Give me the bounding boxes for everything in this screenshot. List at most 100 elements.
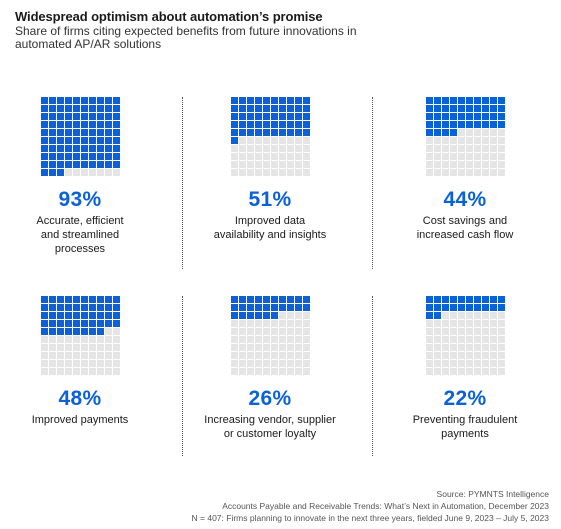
waffle-square-empty <box>238 336 246 343</box>
waffle-square-filled <box>112 137 120 144</box>
waffle-square-filled <box>40 105 48 112</box>
waffle-square-filled <box>96 137 104 144</box>
waffle-square-empty <box>441 336 449 343</box>
waffle-square-filled <box>80 129 88 136</box>
waffle-square-empty <box>72 368 80 375</box>
waffle-square-empty <box>473 129 481 136</box>
waffle-square-empty <box>40 336 48 343</box>
waffle-square-filled <box>270 105 278 112</box>
waffle-square-empty <box>238 137 246 144</box>
waffle-square-filled <box>497 296 505 303</box>
waffle-square-filled <box>425 121 433 128</box>
waffle-square-filled <box>433 296 441 303</box>
waffle-square-empty <box>104 169 112 176</box>
waffle-square-empty <box>465 360 473 367</box>
waffle-square-filled <box>104 97 112 104</box>
waffle-square-empty <box>457 145 465 152</box>
waffle-square-empty <box>278 336 286 343</box>
waffle-square-empty <box>294 161 302 168</box>
source-text: Source: PYMNTS Intelligence <box>436 489 549 499</box>
waffle-square-empty <box>254 153 262 160</box>
chart-title: Widespread optimism about automation’s p… <box>15 9 323 24</box>
waffle-square-empty <box>441 328 449 335</box>
waffle-square-empty <box>457 320 465 327</box>
waffle-square-filled <box>433 97 441 104</box>
waffle-square-empty <box>262 145 270 152</box>
waffle-square-filled <box>497 113 505 120</box>
waffle-square-empty <box>278 153 286 160</box>
waffle-square-filled <box>48 105 56 112</box>
waffle-square-filled <box>88 312 96 319</box>
waffle-square-filled <box>262 121 270 128</box>
waffle-square-filled <box>88 145 96 152</box>
waffle-square-filled <box>270 97 278 104</box>
waffle-square-filled <box>40 97 48 104</box>
waffle-square-filled <box>270 312 278 319</box>
divider-bottom-left <box>182 296 183 456</box>
waffle-square-empty <box>270 344 278 351</box>
waffle-square-filled <box>48 129 56 136</box>
waffle-square-filled <box>48 97 56 104</box>
waffle-square-empty <box>433 169 441 176</box>
waffle-square-empty <box>238 320 246 327</box>
waffle-square-filled <box>112 97 120 104</box>
waffle-square-empty <box>489 161 497 168</box>
waffle-square-filled <box>425 129 433 136</box>
waffle-square-filled <box>64 97 72 104</box>
waffle-square-filled <box>96 105 104 112</box>
waffle-square-empty <box>473 137 481 144</box>
waffle-square-filled <box>270 296 278 303</box>
waffle-square-filled <box>473 296 481 303</box>
waffle-square-filled <box>286 304 294 311</box>
waffle-square-empty <box>80 352 88 359</box>
waffle-square-empty <box>104 352 112 359</box>
waffle-square-empty <box>230 161 238 168</box>
waffle-square-empty <box>246 169 254 176</box>
waffle-square-empty <box>441 368 449 375</box>
divider-top-left <box>182 97 183 269</box>
waffle-square-empty <box>481 336 489 343</box>
waffle-square-filled <box>286 121 294 128</box>
waffle-square-empty <box>497 129 505 136</box>
waffle-square-empty <box>473 320 481 327</box>
waffle-square-empty <box>302 328 310 335</box>
waffle-square-empty <box>449 312 457 319</box>
waffle-square-empty <box>294 344 302 351</box>
waffle-square-empty <box>441 320 449 327</box>
waffle-square-empty <box>449 153 457 160</box>
waffle-square-empty <box>56 368 64 375</box>
waffle-square-filled <box>465 296 473 303</box>
waffle-square-filled <box>457 304 465 311</box>
waffle-square-filled <box>246 312 254 319</box>
waffle-square-empty <box>246 336 254 343</box>
waffle-square-filled <box>441 296 449 303</box>
waffle-square-empty <box>278 320 286 327</box>
waffle-square-filled <box>286 129 294 136</box>
waffle-square-filled <box>302 97 310 104</box>
waffle-square-empty <box>238 344 246 351</box>
waffle-square-filled <box>286 296 294 303</box>
waffle-square-empty <box>465 161 473 168</box>
category-label: Increasing vendor, supplier or customer … <box>204 414 336 440</box>
waffle-square-filled <box>72 137 80 144</box>
waffle-square-empty <box>246 137 254 144</box>
waffle-square-empty <box>433 352 441 359</box>
waffle-square-filled <box>262 312 270 319</box>
waffle-square-empty <box>457 153 465 160</box>
waffle-square-empty <box>262 344 270 351</box>
waffle-square-filled <box>72 113 80 120</box>
waffle-square-empty <box>481 352 489 359</box>
waffle-square-empty <box>40 368 48 375</box>
waffle-square-empty <box>489 312 497 319</box>
waffle-square-filled <box>48 304 56 311</box>
waffle-square-filled <box>294 129 302 136</box>
waffle-square-filled <box>270 113 278 120</box>
waffle-square-empty <box>497 336 505 343</box>
waffle-square-filled <box>80 153 88 160</box>
waffle-square-filled <box>465 113 473 120</box>
waffle-square-empty <box>497 169 505 176</box>
waffle-square-filled <box>104 121 112 128</box>
waffle-square-empty <box>425 137 433 144</box>
waffle-square-filled <box>64 296 72 303</box>
waffle-square-empty <box>254 161 262 168</box>
